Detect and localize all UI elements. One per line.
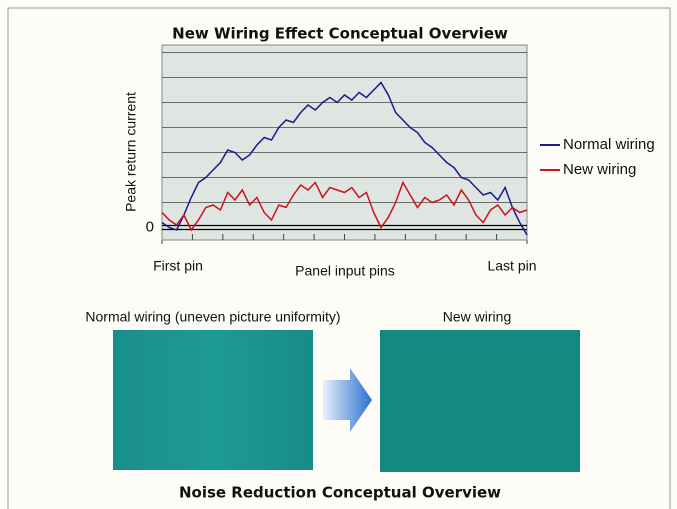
bottom-title: Noise Reduction Conceptual Overview bbox=[179, 484, 501, 502]
legend-label: Normal wiring bbox=[563, 136, 655, 153]
x-tick-label: Last pin bbox=[487, 258, 536, 274]
right-caption: New wiring bbox=[443, 309, 511, 325]
legend-label: New wiring bbox=[563, 161, 636, 178]
plot-area bbox=[162, 45, 527, 240]
x-tick-label: First pin bbox=[153, 258, 203, 274]
page: New Wiring Effect Conceptual Overview Pe… bbox=[0, 0, 677, 509]
chart: New Wiring Effect Conceptual Overview Pe… bbox=[0, 0, 677, 509]
x-axis-label: Panel input pins bbox=[295, 263, 395, 279]
y-tick-label: 0 bbox=[146, 218, 154, 235]
chart-title: New Wiring Effect Conceptual Overview bbox=[172, 25, 508, 43]
y-axis-label: Peak return current bbox=[123, 92, 139, 212]
screen-normal bbox=[113, 330, 313, 470]
screen-new bbox=[380, 330, 580, 472]
left-caption: Normal wiring (uneven picture uniformity… bbox=[85, 309, 340, 325]
